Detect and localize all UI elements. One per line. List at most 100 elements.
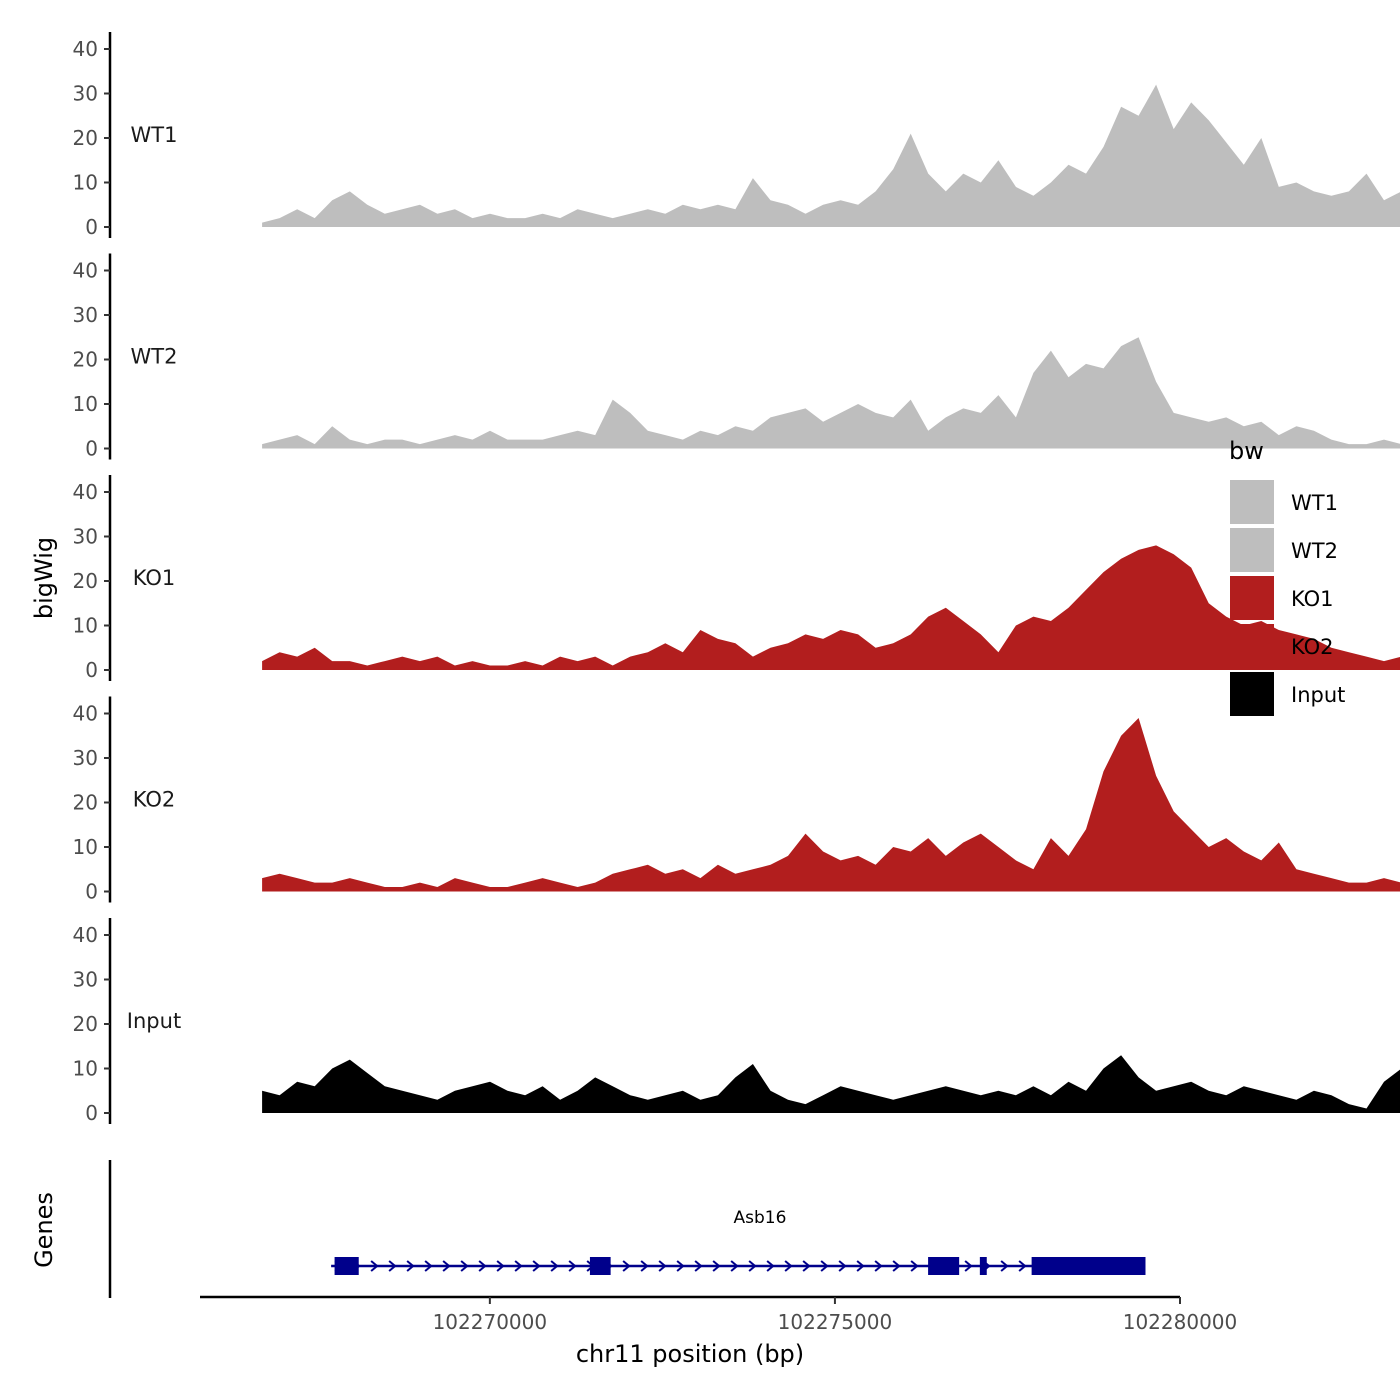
area-series-wt2 <box>262 337 1400 449</box>
y-tick-label: 30 <box>73 82 98 106</box>
strand-arrow <box>694 1260 703 1272</box>
gene-exon <box>1031 1257 1146 1275</box>
strand-arrow <box>640 1260 649 1272</box>
y-tick-label: 40 <box>73 480 98 504</box>
legend-key-wt2 <box>1230 528 1274 572</box>
gene-exon <box>334 1257 359 1275</box>
strand-arrow <box>478 1260 487 1272</box>
strand-arrow <box>802 1260 811 1272</box>
y-tick-label: 0 <box>85 1101 98 1125</box>
area-series-wt1 <box>262 84 1400 227</box>
track-panels: 0 10 20 30 40 WT1 0 10 20 30 40 WT2 0 10 20 30 40 KO1 0 10 2… <box>73 32 1400 1125</box>
y-tick-label: 10 <box>73 1057 98 1081</box>
legend-label-wt2: WT2 <box>1291 539 1338 563</box>
strand-arrow <box>568 1260 577 1272</box>
x-axis: 102270000 102275000 102280000 <box>200 1295 1238 1334</box>
gene-exon <box>589 1257 611 1275</box>
y-tick-label: 0 <box>85 437 98 461</box>
panel-ko2: 0 10 20 30 40 KO2 <box>73 696 1400 904</box>
strand-arrow <box>442 1260 451 1272</box>
y-tick-label: 0 <box>85 658 98 682</box>
y-tick-label: 0 <box>85 215 98 239</box>
strand-arrow <box>964 1260 973 1272</box>
gene-exon <box>979 1257 987 1275</box>
legend-label-ko1: KO1 <box>1291 587 1334 611</box>
panel-wt1: 0 10 20 30 40 WT1 <box>73 32 1400 239</box>
y-tick-label: 40 <box>73 259 98 283</box>
strand-arrow <box>550 1260 559 1272</box>
legend-key-ko2 <box>1230 624 1274 668</box>
strand-arrow <box>514 1260 523 1272</box>
y-tick-label: 40 <box>73 37 98 61</box>
strand-arrow <box>424 1260 433 1272</box>
y-axis-title: bigWig <box>30 537 58 619</box>
gene-name-label: Asb16 <box>734 1208 787 1228</box>
y-tick-label: 10 <box>73 171 98 195</box>
x-tick-label: 102280000 <box>1123 1310 1238 1334</box>
strand-arrow <box>370 1260 379 1272</box>
y-tick-label: 30 <box>73 525 98 549</box>
area-series-ko2 <box>262 718 1400 892</box>
strand-arrow <box>820 1260 829 1272</box>
strand-arrow <box>622 1260 631 1272</box>
strand-arrow <box>496 1260 505 1272</box>
y-tick-label: 0 <box>85 880 98 904</box>
gene-exon <box>928 1257 960 1275</box>
y-tick-label: 10 <box>73 614 98 638</box>
genes-track: Asb16 <box>108 1160 1146 1298</box>
panel-wt2: 0 10 20 30 40 WT2 <box>73 253 1400 461</box>
y-tick-label: 20 <box>73 126 98 150</box>
panel-ko1: 0 10 20 30 40 KO1 <box>73 475 1400 682</box>
y-tick-label: 10 <box>73 835 98 859</box>
panel-input: 0 10 20 30 40 Input <box>73 918 1400 1125</box>
panel-label-wt2: WT2 <box>131 345 178 369</box>
x-tick-label: 102270000 <box>433 1310 548 1334</box>
area-series-ko1 <box>262 545 1400 670</box>
strand-arrow <box>658 1260 667 1272</box>
strand-arrow <box>874 1260 883 1272</box>
y-tick-label: 30 <box>73 746 98 770</box>
legend-key-ko1 <box>1230 576 1274 620</box>
strand-arrow <box>406 1260 415 1272</box>
legend-key-wt1 <box>1230 480 1274 524</box>
strand-arrow <box>676 1260 685 1272</box>
legend-label-wt1: WT1 <box>1291 491 1338 515</box>
x-axis-title: chr11 position (bp) <box>576 1340 804 1368</box>
legend: bw WT1 WT2 KO1 KO2 Input <box>1229 437 1345 716</box>
strand-arrow <box>910 1260 919 1272</box>
area-series-input <box>262 1055 1400 1113</box>
x-tick-label: 102275000 <box>778 1310 893 1334</box>
y-tick-label: 40 <box>73 702 98 726</box>
strand-arrow <box>766 1260 775 1272</box>
strand-arrow <box>730 1260 739 1272</box>
genes-track-title: Genes <box>30 1192 58 1268</box>
panel-label-wt1: WT1 <box>131 123 178 147</box>
strand-arrow <box>1018 1260 1027 1272</box>
y-tick-label: 20 <box>73 569 98 593</box>
legend-label-input: Input <box>1291 683 1345 707</box>
strand-arrow <box>460 1260 469 1272</box>
y-tick-label: 10 <box>73 392 98 416</box>
y-tick-label: 20 <box>73 348 98 372</box>
y-tick-label: 20 <box>73 791 98 815</box>
strand-arrow <box>712 1260 721 1272</box>
strand-arrow <box>532 1260 541 1272</box>
strand-arrow <box>838 1260 847 1272</box>
strand-arrow <box>856 1260 865 1272</box>
y-tick-label: 40 <box>73 923 98 947</box>
strand-arrow <box>388 1260 397 1272</box>
y-tick-label: 20 <box>73 1012 98 1036</box>
panel-label-input: Input <box>127 1009 181 1033</box>
y-tick-label: 30 <box>73 303 98 327</box>
strand-arrow <box>748 1260 757 1272</box>
legend-title: bw <box>1229 437 1264 465</box>
y-tick-label: 30 <box>73 968 98 992</box>
legend-key-input <box>1230 672 1274 716</box>
strand-arrow <box>1000 1260 1009 1272</box>
panel-label-ko1: KO1 <box>133 566 176 590</box>
panel-label-ko2: KO2 <box>133 788 176 812</box>
strand-arrow <box>892 1260 901 1272</box>
legend-label-ko2: KO2 <box>1291 635 1334 659</box>
strand-arrow <box>784 1260 793 1272</box>
